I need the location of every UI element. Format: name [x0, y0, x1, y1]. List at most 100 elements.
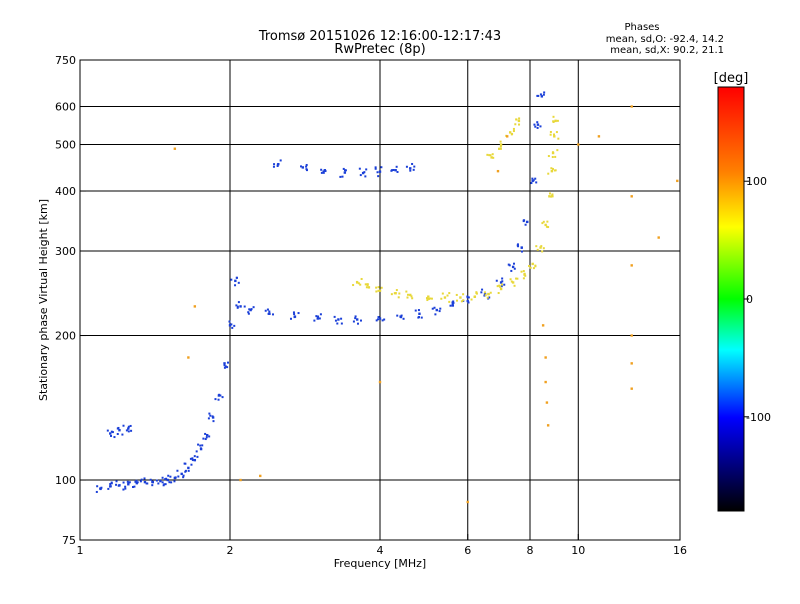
x-tick-label: 2 [227, 544, 234, 557]
x-mode-echo [554, 169, 556, 171]
o-mode-echo [293, 313, 295, 315]
x-mode-echo [375, 287, 377, 289]
o-mode-echo [501, 280, 503, 282]
o-mode-echo [219, 394, 221, 396]
o-mode-echo [335, 320, 337, 322]
o-mode-echo [164, 478, 166, 480]
o-mode-echo [133, 486, 135, 488]
x-mode-point [368, 286, 370, 288]
x-mode-point [500, 143, 502, 145]
x-mode-echo [462, 293, 464, 295]
o-mode-echo [214, 398, 216, 400]
x-mode-echo [528, 265, 530, 267]
o-mode-echo [439, 310, 441, 312]
y-tick-label: 400 [55, 185, 76, 198]
o-mode-echo [322, 170, 324, 172]
y-axis-label: Stationary phase Virtual Height [km] [37, 199, 50, 401]
o-mode-echo [267, 309, 269, 311]
x-mode-echo [550, 196, 552, 198]
o-mode-echo [128, 430, 130, 432]
o-mode-echo [355, 315, 357, 317]
x-mode-echo [487, 297, 489, 299]
x-mode-echo [554, 156, 556, 158]
x-mode-echo [553, 133, 555, 135]
x-mode-echo [429, 298, 431, 300]
o-mode-echo [300, 165, 302, 167]
scatter-point [497, 170, 499, 172]
x-mode-echo [378, 286, 380, 288]
x-mode-echo [499, 286, 501, 288]
scatter-point [631, 195, 633, 197]
o-mode-echo [236, 277, 238, 279]
scatter-point [542, 324, 544, 326]
x-mode-echo [513, 128, 515, 130]
o-mode-echo [110, 435, 112, 437]
o-mode-echo [117, 428, 119, 430]
o-mode-echo [290, 318, 292, 320]
scatter-point [259, 475, 261, 477]
o-mode-echo [175, 477, 177, 479]
o-mode-echo [345, 169, 347, 171]
o-mode-echo [434, 307, 436, 309]
o-mode-echo [413, 166, 415, 168]
o-mode-echo [521, 251, 523, 253]
x-mode-echo [391, 293, 393, 295]
o-mode-point [418, 313, 420, 315]
o-mode-echo [208, 413, 210, 415]
x-mode-echo [498, 292, 500, 294]
x-mode-echo [556, 131, 558, 133]
o-mode-echo [533, 179, 535, 181]
o-mode-echo [170, 481, 172, 483]
o-mode-echo [234, 284, 236, 286]
x-mode-echo [492, 157, 494, 159]
o-mode-echo [534, 126, 536, 128]
x-mode-echo [515, 118, 517, 120]
o-mode-point [344, 171, 346, 173]
o-mode-echo [107, 430, 109, 432]
o-mode-echo [293, 311, 295, 313]
x-mode-echo [550, 167, 552, 169]
o-mode-echo [200, 447, 202, 449]
x-mode-echo [555, 120, 557, 122]
scatter-point [194, 305, 196, 307]
o-mode-echo [313, 320, 315, 322]
scatter-point [631, 334, 633, 336]
o-mode-point [541, 95, 543, 97]
o-mode-echo [468, 296, 470, 298]
x-mode-echo [352, 284, 354, 286]
chart-title-line2: RwPretec (8p) [334, 42, 425, 57]
o-mode-echo [128, 426, 130, 428]
o-mode-echo [96, 491, 98, 493]
o-mode-echo [204, 433, 206, 435]
o-mode-echo [535, 181, 537, 183]
o-mode-echo [401, 315, 403, 317]
x-mode-echo [462, 299, 464, 301]
o-mode-echo [377, 175, 379, 177]
o-mode-echo [411, 163, 413, 165]
o-mode-point [436, 309, 438, 311]
o-mode-echo [230, 279, 232, 281]
x-mode-echo [358, 282, 360, 284]
scatter-point [631, 105, 633, 107]
o-mode-point [206, 434, 208, 436]
o-mode-echo [536, 121, 538, 123]
o-mode-echo [265, 310, 267, 312]
o-mode-point [394, 169, 396, 171]
scatter-point [546, 401, 548, 403]
x-mode-echo [550, 131, 552, 133]
y-tick-label: 200 [55, 330, 76, 343]
o-mode-echo [273, 166, 275, 168]
o-mode-echo [526, 221, 528, 223]
data-points [96, 91, 679, 503]
o-mode-echo [521, 247, 523, 249]
o-mode-echo [117, 433, 119, 435]
x-mode-echo [448, 292, 450, 294]
x-mode-echo [365, 283, 367, 285]
scatter-point [676, 180, 678, 182]
o-mode-echo [188, 470, 190, 472]
o-mode-echo [324, 170, 326, 172]
x-mode-echo [552, 151, 554, 153]
x-mode-echo [543, 247, 545, 249]
o-mode-echo [305, 166, 307, 168]
x-mode-point [531, 263, 533, 265]
